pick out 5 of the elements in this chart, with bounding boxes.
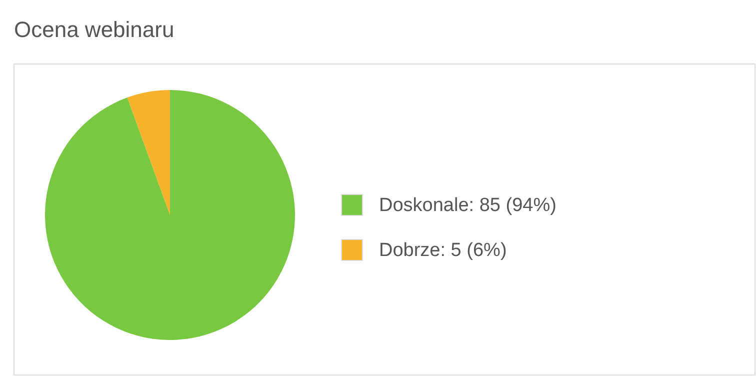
legend-label: Dobrze: 5 (6%) (379, 240, 507, 261)
chart-title: Ocena webinaru (14, 17, 174, 42)
legend-label: Doskonale: 85 (94%) (379, 195, 556, 216)
pie-slice (45, 90, 295, 340)
pie-slice (127, 90, 170, 215)
